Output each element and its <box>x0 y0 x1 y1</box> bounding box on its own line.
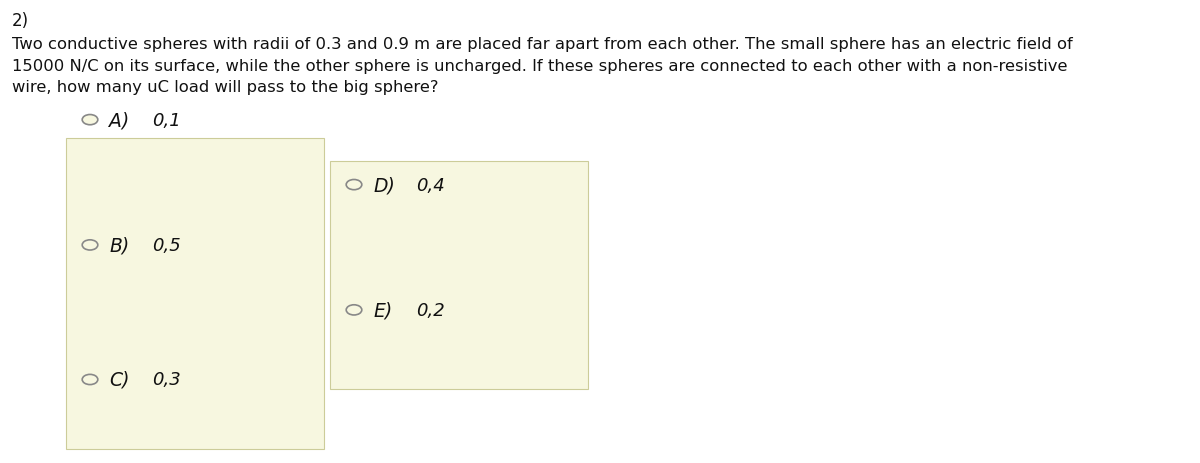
Text: 2): 2) <box>12 12 29 30</box>
Text: B): B) <box>109 236 130 255</box>
Text: C): C) <box>109 370 130 389</box>
FancyBboxPatch shape <box>330 162 588 389</box>
Text: D): D) <box>373 176 395 194</box>
Ellipse shape <box>82 240 98 250</box>
Text: 0,4: 0,4 <box>416 176 445 194</box>
Ellipse shape <box>347 180 362 190</box>
Text: E): E) <box>373 301 392 319</box>
Ellipse shape <box>82 115 98 125</box>
FancyBboxPatch shape <box>66 139 324 449</box>
Text: 0,3: 0,3 <box>152 371 181 388</box>
Text: Two conductive spheres with radii of 0.3 and 0.9 m are placed far apart from eac: Two conductive spheres with radii of 0.3… <box>12 37 1073 95</box>
Text: 0,2: 0,2 <box>416 301 445 319</box>
Ellipse shape <box>82 375 98 385</box>
Ellipse shape <box>347 305 362 315</box>
Text: 0,1: 0,1 <box>152 112 181 129</box>
Text: 0,5: 0,5 <box>152 237 181 254</box>
Text: A): A) <box>109 111 130 130</box>
